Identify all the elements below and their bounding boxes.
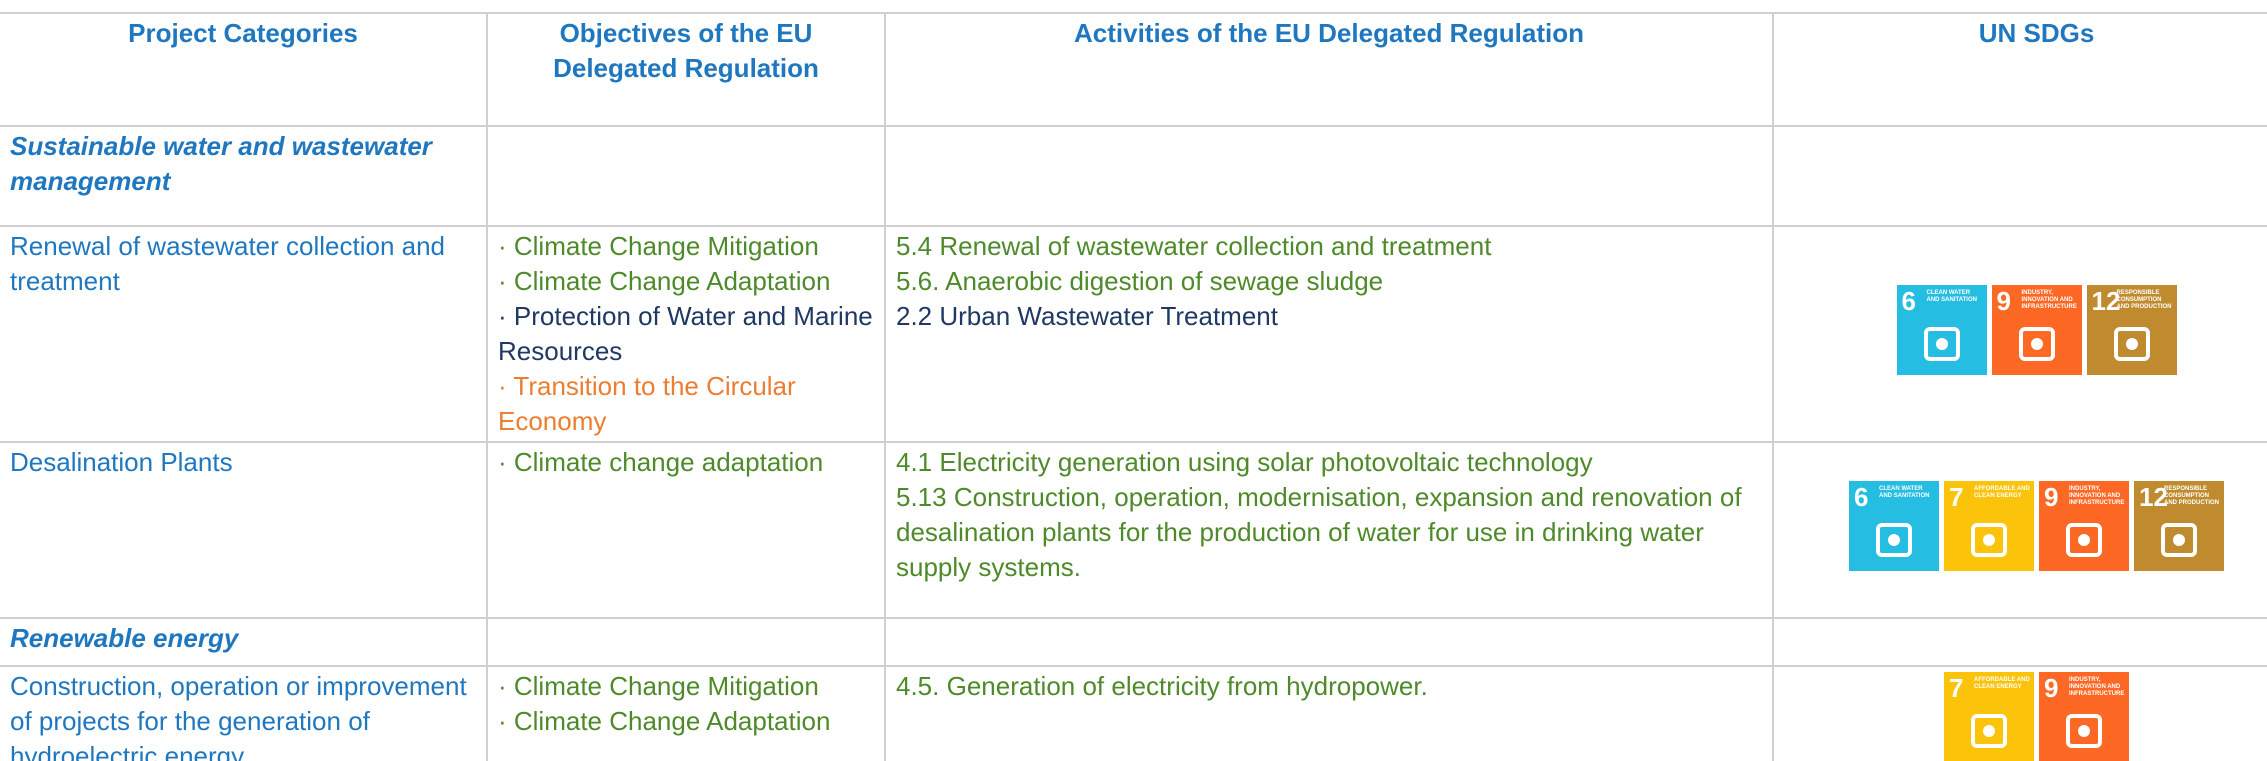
sdg-label: INDUSTRY, INNOVATION AND INFRASTRUCTURE (2069, 485, 2125, 506)
objective: · Climate Change Adaptation (498, 706, 831, 736)
empty-cell (486, 125, 886, 227)
sdg-icons: 6 CLEAN WATER AND SANITATION 7 AFFORDABLE A… (1849, 480, 2224, 571)
table: Project Categories Objectives of the EU D… (0, 12, 2267, 761)
sdg-label: AFFORDABLE AND CLEAN ENERGY (1974, 485, 2030, 499)
sdg-number: 12 (2091, 285, 2121, 316)
header-cell: UN SDGs (1772, 12, 2267, 127)
activities-cell: 5.4 Renewal of wastewater collection and… (884, 225, 1774, 443)
sdg-glyph (2018, 326, 2055, 361)
sdg-glyph (2161, 522, 2197, 557)
sdg-cell: 7 AFFORDABLE AND CLEAN ENERGY 9 INDUSTRY, I… (1772, 665, 2267, 761)
sdg-label: RESPONSIBLE CONSUMPTION AND PRODUCTION (2164, 485, 2219, 506)
sdg-glyph (2066, 714, 2102, 748)
sdg-label: CLEAN WATER AND SANITATION (1879, 485, 1930, 499)
sdg-icons: 6 CLEAN WATER AND SANITATION 9 INDUSTRY, IN… (1896, 284, 2177, 375)
sdg-glyph (1971, 522, 2007, 557)
sdg-icon: 9 INDUSTRY, INNOVATION AND INFRASTRUCTURE (2039, 480, 2129, 571)
sdg-label: INDUSTRY, INNOVATION AND INFRASTRUCTURE (2069, 677, 2125, 697)
activities-cell: 4.5. Generation of electricity from hydr… (884, 665, 1774, 761)
sdg-label: CLEAN WATER AND SANITATION (1926, 289, 1977, 303)
activity: 2.2 Urban Wastewater Treatment (896, 301, 1278, 331)
objective: · Climate Change Adaptation (498, 266, 831, 296)
objective: · Climate Change Mitigation (498, 671, 819, 701)
table-body: Sustainable water and wastewater managem… (0, 125, 2267, 761)
sdg-number: 9 (2044, 481, 2059, 512)
empty-cell (884, 125, 1774, 227)
objective: · Transition to the Circular Economy (498, 371, 796, 436)
empty-cell (486, 617, 886, 667)
header-row: Project Categories Objectives of the EU D… (0, 12, 2267, 127)
table-container: Project Categories Objectives of the EU D… (0, 12, 2267, 761)
objective: · Protection of Water and Marine Resourc… (498, 301, 873, 366)
sdg-icon: 12 RESPONSIBLE CONSUMPTION AND PRODUCTION (2086, 284, 2177, 375)
sdg-icon: 12 RESPONSIBLE CONSUMPTION AND PRODUCTION (2134, 480, 2224, 571)
section-title: Renewable energy (0, 617, 488, 667)
objectives-cell: · Climate change adaptation (486, 441, 886, 619)
activity: 5.4 Renewal of wastewater collection and… (896, 231, 1492, 261)
sdg-glyph (2066, 522, 2102, 557)
sdg-icon: 7 AFFORDABLE AND CLEAN ENERGY (1944, 672, 2034, 761)
sdg-number: 9 (1996, 285, 2011, 316)
sdg-label: AFFORDABLE AND CLEAN ENERGY (1974, 677, 2030, 690)
empty-cell (1772, 617, 2267, 667)
sdg-icon: 7 AFFORDABLE AND CLEAN ENERGY (1944, 480, 2034, 571)
sdg-number: 6 (1901, 285, 1916, 316)
sdg-number: 7 (1949, 481, 1964, 512)
table-row: Construction, operation or improvement o… (0, 665, 2267, 761)
empty-cell (1772, 125, 2267, 227)
table-row: Sustainable water and wastewater managem… (0, 125, 2267, 227)
table-row: Renewable energy (0, 617, 2267, 667)
header-cell: Project Categories (0, 12, 488, 127)
category-cell: Construction, operation or improvement o… (0, 665, 488, 761)
table-row: Renewal of wastewater collection and tre… (0, 225, 2267, 443)
objective: · Climate Change Mitigation (498, 231, 819, 261)
sdg-icon: 9 INDUSTRY, INNOVATION AND INFRASTRUCTURE (2039, 672, 2129, 761)
objectives-cell: · Climate Change Mitigation · Climate Cha… (486, 225, 886, 443)
sdg-number: 7 (1949, 673, 1964, 703)
sdg-number: 12 (2139, 481, 2168, 512)
sdg-icon: 6 CLEAN WATER AND SANITATION (1849, 480, 1939, 571)
objective: · Climate change adaptation (498, 447, 824, 477)
sdg-icons: 7 AFFORDABLE AND CLEAN ENERGY 9 INDUSTRY, I… (1944, 672, 2129, 761)
table-row: Desalination Plants · Climate change adap… (0, 441, 2267, 619)
sdg-glyph (1923, 326, 1960, 361)
sdg-glyph (2113, 326, 2150, 361)
objectives-cell: · Climate Change Mitigation · Climate Cha… (486, 665, 886, 761)
sdg-number: 6 (1854, 481, 1869, 512)
section-title: Sustainable water and wastewater managem… (0, 125, 488, 227)
category-cell: Desalination Plants (0, 441, 488, 619)
activities-cell: 4.1 Electricity generation using solar p… (884, 441, 1774, 619)
sdg-cell: 6 CLEAN WATER AND SANITATION 9 INDUSTRY, IN… (1772, 225, 2267, 443)
sdg-icon: 9 INDUSTRY, INNOVATION AND INFRASTRUCTURE (1991, 284, 2082, 375)
activity: 4.1 Electricity generation using solar p… (896, 447, 1593, 477)
sdg-label: RESPONSIBLE CONSUMPTION AND PRODUCTION (2116, 289, 2172, 310)
activity: 4.5. Generation of electricity from hydr… (896, 671, 1428, 701)
sdg-icon: 6 CLEAN WATER AND SANITATION (1896, 284, 1987, 375)
header-cell: Objectives of the EU Delegated Regulatio… (486, 12, 886, 127)
sdg-number: 9 (2044, 673, 2059, 703)
activity: 5.6. Anaerobic digestion of sewage sludg… (896, 266, 1384, 296)
category-cell: Renewal of wastewater collection and tre… (0, 225, 488, 443)
activity: 5.13 Construction, operation, modernisat… (896, 482, 1742, 582)
header-cell: Activities of the EU Delegated Regulatio… (884, 12, 1774, 127)
sdg-glyph (1971, 714, 2007, 748)
sdg-label: INDUSTRY, INNOVATION AND INFRASTRUCTURE (2021, 289, 2077, 310)
empty-cell (884, 617, 1774, 667)
sdg-cell: 6 CLEAN WATER AND SANITATION 7 AFFORDABLE A… (1772, 441, 2267, 619)
sdg-glyph (1876, 522, 1912, 557)
